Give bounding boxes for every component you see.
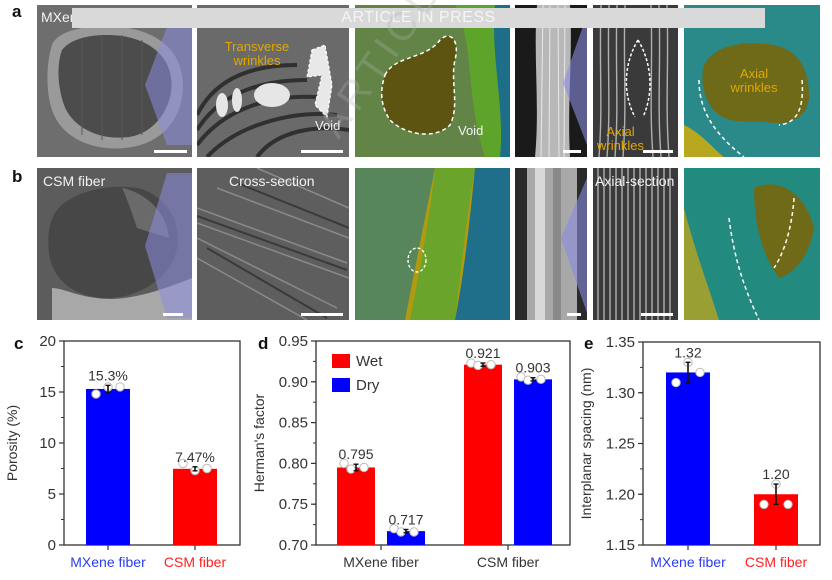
axial-wrinkles-annotation: Axial wrinkles: [730, 66, 778, 95]
y-tick-label: 0.70: [279, 537, 308, 554]
scale-bar: [154, 150, 187, 153]
axial-wrinkles-annotation: Axial wrinkles: [597, 124, 644, 153]
data-point: [783, 499, 793, 510]
y-axis-title: Herman's factor: [251, 393, 267, 492]
scale-bar: [163, 313, 183, 316]
mxene-simulation-cross-section: Void: [355, 5, 510, 157]
value-label: 0.717: [388, 511, 423, 527]
scale-bar: [643, 150, 673, 153]
data-point: [346, 464, 356, 474]
csm-simulation-cross-section: [355, 168, 510, 320]
x-category-label: MXene fiber: [70, 554, 146, 570]
bar-dry-csm-fiber: [514, 379, 552, 545]
scale-bar: [301, 313, 343, 316]
data-point: [359, 462, 369, 473]
value-label: 15.3%: [88, 367, 128, 383]
bar-csm-fiber: [173, 468, 217, 545]
y-tick-label: 1.30: [606, 385, 635, 402]
csm-simulation-axial: [684, 168, 820, 320]
data-point: [759, 499, 769, 510]
void-annotation: Void: [458, 123, 484, 138]
scale-bar: [301, 150, 343, 153]
legend-swatch-dry: [332, 378, 350, 392]
mxene-simulation-axial: Axial wrinkles: [684, 5, 820, 157]
y-tick-label: 0.90: [279, 374, 308, 391]
axial-section-label: Axial-section: [595, 173, 675, 189]
y-tick-label: 0: [48, 537, 56, 554]
x-category-label: CSM fiber: [164, 554, 227, 570]
data-point: [695, 367, 705, 378]
data-point: [178, 458, 188, 469]
y-axis-title: Porosity (%): [4, 405, 20, 481]
y-tick-label: 1.25: [606, 436, 635, 453]
value-label: 0.795: [338, 446, 373, 462]
y-tick-label: 0.80: [279, 455, 308, 472]
value-label: 7.47%: [175, 449, 215, 465]
y-tick-label: 0.75: [279, 496, 308, 513]
panel-label-d: d: [258, 334, 269, 353]
bar-mxene-fiber: [86, 388, 130, 545]
panel-label-a: a: [12, 2, 22, 21]
scale-bar: [563, 150, 581, 153]
data-point: [486, 359, 496, 370]
legend-label-dry: Dry: [356, 377, 380, 394]
data-point: [202, 463, 212, 474]
legend-label-wet: Wet: [356, 353, 383, 370]
data-point: [473, 360, 483, 371]
data-point: [115, 382, 125, 392]
y-tick-label: 0.95: [279, 333, 308, 350]
mxene-axial-section: Axial wrinkles: [593, 5, 678, 157]
value-label: 1.20: [762, 466, 789, 482]
csm-tem-cross-section: Cross-section: [197, 168, 349, 320]
x-category-label: CSM fiber: [477, 554, 540, 570]
transverse-wrinkles-annotation: Transverse wrinkles: [224, 39, 290, 68]
mxene-fiber-sem-axial: [515, 5, 587, 157]
csm-fiber-label: CSM fiber: [43, 173, 106, 189]
y-tick-label: 1.20: [606, 486, 635, 503]
legend-swatch-wet: [332, 354, 350, 368]
data-point: [409, 527, 419, 537]
x-category-label: MXene fiber: [343, 554, 419, 570]
y-tick-label: 1.35: [606, 334, 635, 351]
void-annotation: Void: [315, 118, 341, 133]
value-label: 0.921: [465, 345, 500, 361]
panel-label-b: b: [12, 167, 23, 186]
bar-mxene-fiber: [666, 372, 710, 545]
data-point: [91, 389, 101, 399]
data-point: [536, 374, 546, 385]
x-category-label: MXene fiber: [650, 554, 726, 570]
y-tick-label: 20: [39, 333, 56, 350]
data-point: [671, 377, 681, 388]
data-point: [339, 458, 349, 469]
y-tick-label: 1.15: [606, 537, 635, 554]
article-in-press-banner: ARTICLE IN PRESS: [72, 8, 765, 28]
y-tick-label: 0.85: [279, 415, 308, 432]
bar-wet-csm-fiber: [464, 364, 502, 545]
y-tick-label: 15: [39, 384, 56, 401]
mxene-tem-cross-section: Transverse wrinkles Void: [197, 5, 349, 157]
y-axis-title: Interplanar spacing (nm): [578, 368, 594, 520]
value-label: 0.903: [515, 360, 550, 376]
cross-section-label: Cross-section: [229, 173, 315, 189]
data-point: [396, 527, 406, 537]
panel-label-e: e: [584, 334, 594, 353]
y-tick-label: 5: [48, 486, 56, 503]
csm-fiber-sem-cross-section: CSM fiber: [37, 168, 192, 320]
scale-bar: [641, 313, 673, 316]
y-tick-label: 10: [39, 435, 56, 452]
x-category-label: CSM fiber: [745, 554, 808, 570]
bar-wet-mxene-fiber: [337, 467, 375, 545]
scale-bar: [567, 313, 581, 316]
csm-fiber-sem-axial: [515, 168, 587, 320]
csm-axial-section: Axial-section: [593, 168, 678, 320]
panel-label-c: c: [14, 334, 24, 353]
value-label: 1.32: [674, 344, 701, 360]
